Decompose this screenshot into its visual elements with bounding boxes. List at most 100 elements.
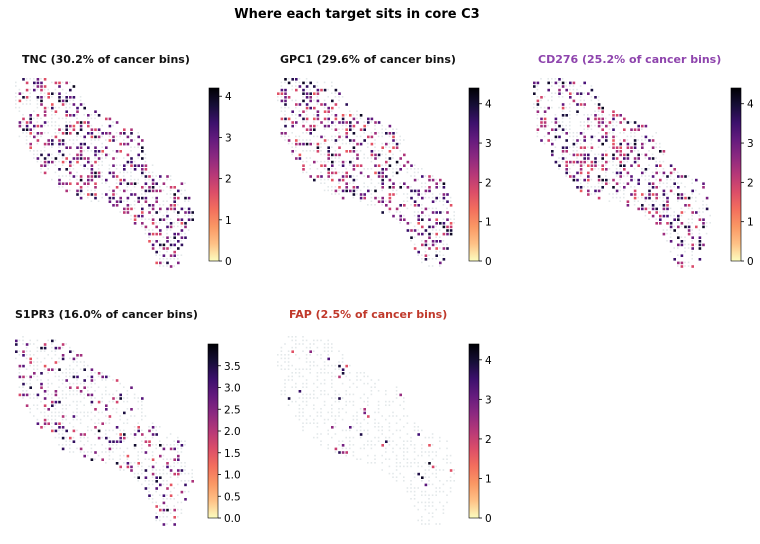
background-bin	[284, 110, 286, 112]
background-bin	[22, 92, 24, 94]
background-bin	[399, 139, 401, 141]
background-bin	[130, 189, 132, 192]
background-bin	[280, 128, 283, 130]
background-bin	[345, 400, 347, 403]
background-bin	[83, 361, 85, 363]
expression-bin	[79, 103, 83, 106]
background-bin	[413, 444, 416, 446]
background-bin	[327, 189, 329, 192]
background-bin	[323, 390, 326, 392]
colorbar-tick-label: 0	[485, 256, 492, 268]
background-bin	[597, 160, 600, 163]
background-bin	[413, 498, 416, 500]
expression-bin	[166, 261, 169, 265]
background-bin	[536, 106, 539, 109]
background-bin	[36, 88, 39, 91]
background-bin	[370, 447, 373, 450]
expression-bin	[79, 447, 83, 451]
expression-bin	[558, 88, 561, 92]
background-bin	[133, 472, 136, 475]
expression-bin	[345, 364, 348, 368]
background-bin	[561, 153, 564, 156]
background-bin	[280, 81, 283, 84]
spatial-map	[533, 78, 711, 268]
background-bin	[123, 400, 125, 403]
expression-bin	[105, 146, 108, 149]
background-bin	[352, 404, 355, 406]
expression-bin	[130, 207, 133, 211]
expression-bin	[381, 178, 384, 182]
expression-bin	[316, 114, 320, 117]
background-bin	[356, 193, 358, 195]
background-bin	[691, 178, 693, 181]
background-bin	[684, 236, 686, 238]
background-bin	[680, 182, 683, 184]
expression-bin	[18, 364, 22, 368]
background-bin	[76, 408, 78, 410]
background-bin	[374, 139, 376, 141]
background-bin	[61, 175, 64, 177]
expression-bin	[637, 164, 640, 167]
background-bin	[349, 444, 351, 446]
expression-bin	[633, 160, 637, 164]
expression-bin	[298, 103, 302, 106]
background-bin	[331, 379, 333, 381]
background-bin	[151, 229, 154, 231]
background-bin	[309, 368, 311, 370]
background-bin	[126, 186, 129, 188]
background-bin	[399, 462, 401, 464]
expression-bin	[302, 81, 305, 85]
background-bin	[141, 175, 143, 177]
background-bin	[619, 182, 621, 184]
background-bin	[51, 382, 53, 385]
expression-bin	[388, 193, 392, 196]
background-bin	[51, 411, 53, 414]
background-bin	[33, 78, 35, 80]
background-bin	[428, 480, 430, 482]
background-bin	[392, 447, 394, 450]
background-bin	[323, 106, 326, 109]
background-bin	[608, 200, 611, 202]
background-bin	[169, 519, 172, 522]
background-bin	[431, 483, 434, 486]
background-bin	[305, 357, 308, 360]
expression-bin	[334, 139, 338, 142]
expression-bin	[349, 189, 352, 193]
background-bin	[119, 189, 121, 192]
background-bin	[166, 200, 168, 202]
background-bin	[698, 193, 701, 195]
expression-bin	[33, 88, 36, 92]
background-bin	[633, 178, 636, 181]
expression-bin	[144, 487, 148, 490]
background-bin	[587, 160, 589, 163]
colorbar-tick-label: 0	[485, 513, 492, 525]
background-bin	[572, 150, 575, 152]
background-bin	[51, 357, 53, 360]
expression-bin	[305, 85, 309, 88]
background-bin	[615, 135, 618, 138]
background-bin	[327, 88, 329, 91]
background-bin	[410, 487, 412, 489]
expression-bin	[626, 171, 630, 175]
background-bin	[453, 218, 455, 220]
background-bin	[65, 386, 67, 388]
background-bin	[291, 153, 293, 156]
expression-bin	[277, 92, 280, 95]
background-bin	[359, 458, 362, 460]
background-bin	[363, 168, 365, 170]
background-bin	[155, 429, 157, 432]
background-bin	[662, 175, 665, 177]
expression-bin	[572, 81, 576, 85]
background-bin	[630, 186, 632, 188]
expression-bin	[392, 182, 395, 185]
background-bin	[191, 472, 193, 475]
background-bin	[356, 386, 358, 388]
background-bin	[61, 164, 64, 166]
background-bin	[435, 494, 437, 496]
background-bin	[36, 364, 39, 367]
background-bin	[590, 121, 593, 123]
expression-bin	[316, 150, 320, 153]
background-bin	[295, 106, 297, 109]
background-bin	[442, 211, 445, 213]
background-bin	[69, 103, 71, 105]
